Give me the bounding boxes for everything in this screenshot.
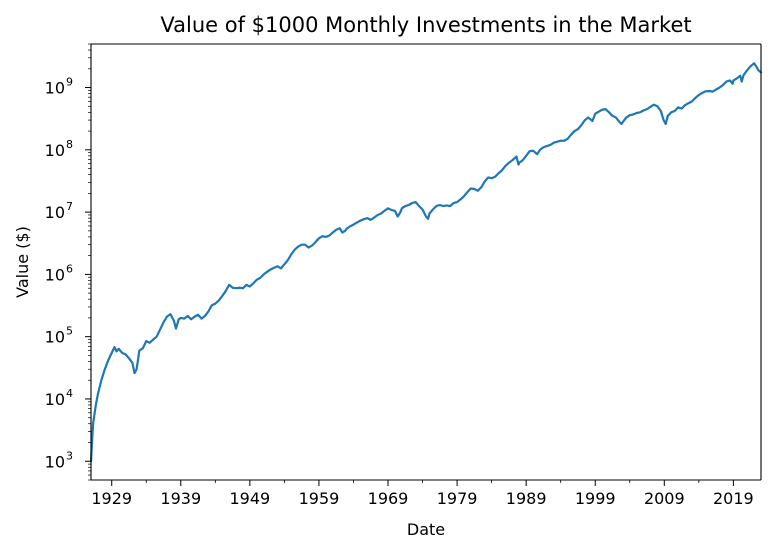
x-axis-ticks: 1929 1939 1949 1959 1969 1979 1989 1999 2009 2019 xyxy=(91,480,754,508)
x-tick-label: 2009 xyxy=(644,489,685,508)
x-tick-label: 1979 xyxy=(437,489,478,508)
y-tick-label: 10 xyxy=(45,203,65,222)
x-tick-label: 1999 xyxy=(575,489,616,508)
y-tick-label: 10 xyxy=(45,141,65,160)
x-tick-label: 1969 xyxy=(368,489,409,508)
y-tick-exponent: 5 xyxy=(66,325,73,338)
x-axis-label: Date xyxy=(407,520,445,539)
y-tick-label: 10 xyxy=(45,452,65,471)
x-tick-label: 1959 xyxy=(299,489,340,508)
y-tick-label: 10 xyxy=(45,390,65,409)
x-tick-label: 1929 xyxy=(91,489,132,508)
series-line-0 xyxy=(89,62,763,463)
y-tick-label: 10 xyxy=(45,265,65,284)
y-tick-exponent: 4 xyxy=(66,387,73,400)
y-axis-label: Value ($) xyxy=(13,226,32,298)
y-tick-exponent: 9 xyxy=(66,76,73,89)
x-tick-label: 1989 xyxy=(506,489,547,508)
series-layer xyxy=(89,62,763,463)
x-tick-label: 1949 xyxy=(230,489,271,508)
chart-title: Value of $1000 Monthly Investments in th… xyxy=(160,13,691,37)
y-tick-exponent: 6 xyxy=(66,262,73,275)
axes-frame xyxy=(90,43,762,481)
x-tick-label: 1939 xyxy=(160,489,201,508)
y-tick-label: 10 xyxy=(45,79,65,98)
y-tick-exponent: 8 xyxy=(66,138,73,151)
plot-area xyxy=(91,44,761,480)
y-tick-label: 10 xyxy=(45,328,65,347)
y-tick-exponent: 7 xyxy=(66,200,73,213)
x-tick-label: 2019 xyxy=(713,489,754,508)
y-tick-exponent: 3 xyxy=(66,449,73,462)
